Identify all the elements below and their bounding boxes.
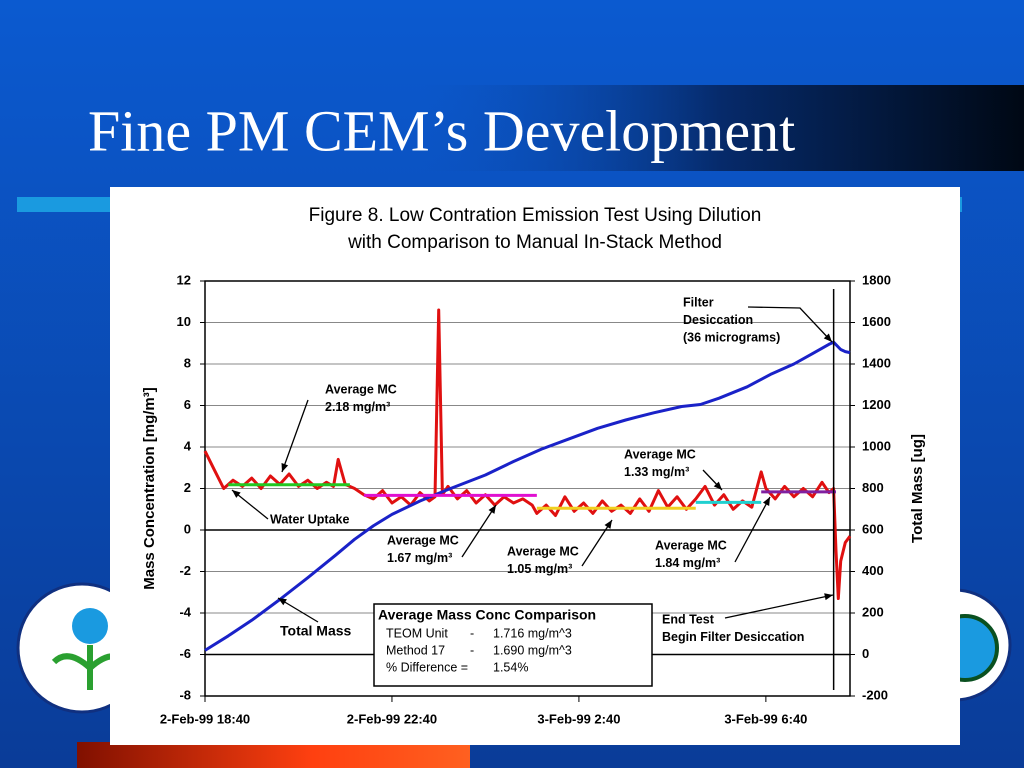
annotation: Total Mass — [280, 623, 352, 639]
y-tick-label: 12 — [177, 272, 191, 287]
annotation: (36 micrograms) — [683, 330, 780, 344]
chart: Figure 8. Low Contration Emission Test U… — [141, 205, 926, 726]
y-tick-label: 6 — [184, 397, 191, 412]
annotation: 1.67 mg/m³ — [387, 551, 452, 565]
inset-cell: % Difference = — [386, 660, 468, 674]
inset-box — [373, 603, 653, 687]
arrow-head — [762, 497, 770, 506]
y2-tick-label: 0 — [862, 646, 869, 661]
y-axis-label: Mass Concentration [mg/m³] — [141, 387, 158, 590]
data-line — [204, 340, 851, 652]
y-tick-label: 8 — [184, 355, 191, 370]
annotation: Filter — [683, 295, 714, 309]
y2-tick-label: -200 — [862, 687, 888, 702]
y-tick-label: -4 — [179, 604, 191, 619]
y2-tick-label: 1800 — [862, 272, 891, 287]
inset-cell: 1.54% — [493, 660, 528, 674]
plot-frame — [204, 280, 851, 697]
annotation: 1.84 mg/m³ — [655, 556, 720, 570]
annotation: Desiccation — [683, 313, 753, 327]
annotation: Average MC — [624, 447, 696, 461]
y2-tick-label: 1600 — [862, 314, 891, 329]
inset-cell: 1.716 mg/m^3 — [493, 626, 572, 640]
inset-title: Average Mass Conc Comparison — [378, 607, 596, 623]
annotation: End Test — [662, 612, 715, 626]
inset-cell: - — [470, 643, 474, 657]
annotation-arrow — [281, 399, 309, 473]
arrow-head — [604, 520, 612, 529]
y2-tick-label: 800 — [862, 480, 884, 495]
y-tick-label: -8 — [179, 687, 191, 702]
annotation-arrow — [734, 496, 771, 563]
annotation: 1.05 mg/m³ — [507, 562, 572, 576]
annotation: Average MC — [507, 544, 579, 558]
arrow-head — [713, 481, 722, 490]
slide-title: Fine PM CEM’s Development — [88, 98, 795, 163]
arrow-head — [823, 333, 832, 342]
annotation-arrow — [461, 504, 497, 558]
y-tick-label: -6 — [179, 646, 191, 661]
y-tick-label: -2 — [179, 563, 191, 578]
x-tick-label: 2-Feb-99 18:40 — [160, 711, 250, 726]
inset-cell: - — [470, 626, 474, 640]
annotation: Average MC — [325, 382, 397, 396]
x-tick-label: 3-Feb-99 2:40 — [537, 711, 620, 726]
arrow-head — [232, 490, 241, 498]
annotation: Average MC — [655, 538, 727, 552]
y-tick-label: 2 — [184, 480, 191, 495]
annotation: Begin Filter Desiccation — [662, 630, 804, 644]
y2-tick-label: 600 — [862, 521, 884, 536]
inset-cell: 1.690 mg/m^3 — [493, 643, 572, 657]
accent-bar-bottom — [77, 742, 470, 768]
arrow-head — [824, 593, 833, 601]
chart-title: Figure 8. Low Contration Emission Test U… — [309, 205, 762, 226]
y-tick-label: 0 — [184, 521, 191, 536]
inset-cell: TEOM Unit — [386, 626, 448, 640]
y2-tick-label: 1000 — [862, 438, 891, 453]
arrow-head — [281, 463, 289, 472]
annotation: 1.33 mg/m³ — [624, 465, 689, 479]
y2-tick-label: 400 — [862, 563, 884, 578]
annotation-arrow — [581, 519, 613, 567]
annotation: 2.18 mg/m³ — [325, 400, 390, 414]
chart-title: with Comparison to Manual In-Stack Metho… — [347, 232, 722, 253]
annotation-arrow — [747, 306, 833, 343]
y2-tick-label: 200 — [862, 604, 884, 619]
annotation-arrow — [724, 594, 834, 619]
annotation: Water Uptake — [270, 512, 349, 526]
y2-axis-label: Total Mass [ug] — [909, 434, 926, 543]
arrow-head — [278, 598, 287, 606]
y2-tick-label: 1200 — [862, 397, 891, 412]
inset-cell: Method 17 — [386, 643, 445, 657]
x-tick-label: 3-Feb-99 6:40 — [724, 711, 807, 726]
x-tick-label: 2-Feb-99 22:40 — [347, 711, 437, 726]
y-tick-label: 4 — [184, 438, 192, 453]
title-band — [420, 85, 1024, 171]
arrow-head — [488, 505, 496, 514]
annotation: Average MC — [387, 533, 459, 547]
y2-tick-label: 1400 — [862, 355, 891, 370]
y-tick-label: 10 — [177, 314, 191, 329]
